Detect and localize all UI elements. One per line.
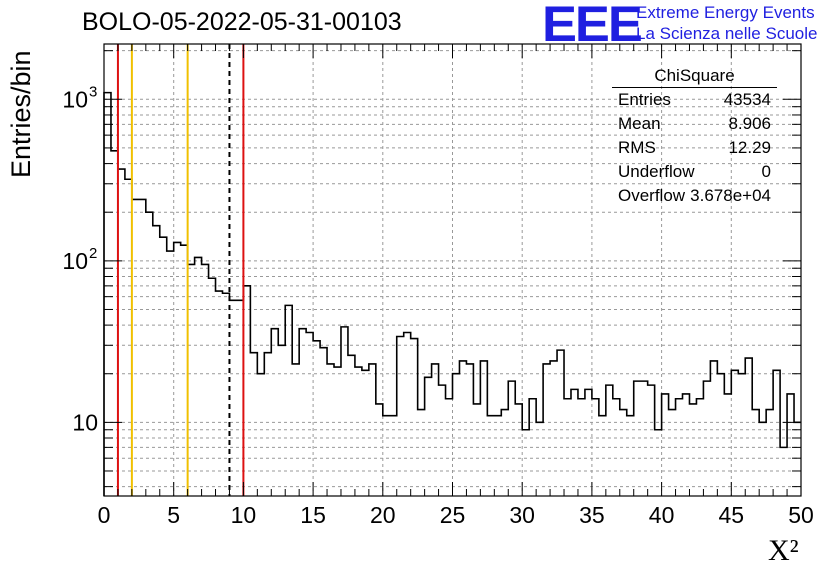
stats-key: Underflow <box>618 162 695 181</box>
chart-title: BOLO-05-2022-05-31-00103 <box>82 8 402 36</box>
eee-logo: EEE <box>542 0 643 52</box>
stats-value: 3.678e+04 <box>690 186 771 205</box>
x-axis-label: X² <box>768 534 799 568</box>
x-tick-label: 45 <box>719 502 745 528</box>
stats-rows: Entries 43534 Mean 8.906 RMS 12.29 Underflow 0 O… <box>612 88 777 208</box>
stats-value: 0 <box>761 162 771 181</box>
x-tick-label: 5 <box>167 502 180 528</box>
stats-key: Overflow <box>618 186 686 205</box>
y-tick-label: 10 <box>72 409 98 435</box>
stats-key: Mean <box>618 114 661 133</box>
stats-row-overflow: Overflow 3.678e+04 <box>618 184 777 208</box>
y-tick-exponent: 2 <box>89 245 97 262</box>
x-tick-label: 10 <box>231 502 257 528</box>
stats-name: ChiSquare <box>612 66 777 88</box>
x-tick-label: 25 <box>440 502 466 528</box>
x-tick-label: 15 <box>300 502 326 528</box>
stats-row-mean: Mean 8.906 <box>618 112 777 136</box>
histogram-series <box>103 91 801 496</box>
stats-value: 12.29 <box>728 138 771 157</box>
stats-row-entries: Entries 43534 <box>618 88 777 112</box>
x-tick-label: 40 <box>649 502 675 528</box>
logo-line-2: La Scienza nelle Scuole <box>636 24 818 43</box>
stats-value: 8.906 <box>728 114 771 133</box>
x-tick-label: 35 <box>579 502 605 528</box>
x-axis-label-text: X² <box>768 534 799 567</box>
stats-value: 43534 <box>723 90 771 109</box>
stats-key: Entries <box>618 90 671 109</box>
stats-row-rms: RMS 12.29 <box>618 136 777 160</box>
stats-key: RMS <box>618 138 656 157</box>
y-tick-exponent: 3 <box>89 83 97 100</box>
y-tick-label: 10 <box>62 86 88 112</box>
logo-line-1: Extreme Energy Events <box>636 3 815 22</box>
stats-row-underflow: Underflow 0 <box>618 160 777 184</box>
x-tick-label: 20 <box>370 502 396 528</box>
x-tick-label: 50 <box>788 502 814 528</box>
x-tick-label: 0 <box>98 502 111 528</box>
y-tick-label: 10 <box>62 248 88 274</box>
stats-box: ChiSquare Entries 43534 Mean 8.906 RMS 12.29 U… <box>612 66 777 208</box>
x-tick-label: 30 <box>509 502 535 528</box>
